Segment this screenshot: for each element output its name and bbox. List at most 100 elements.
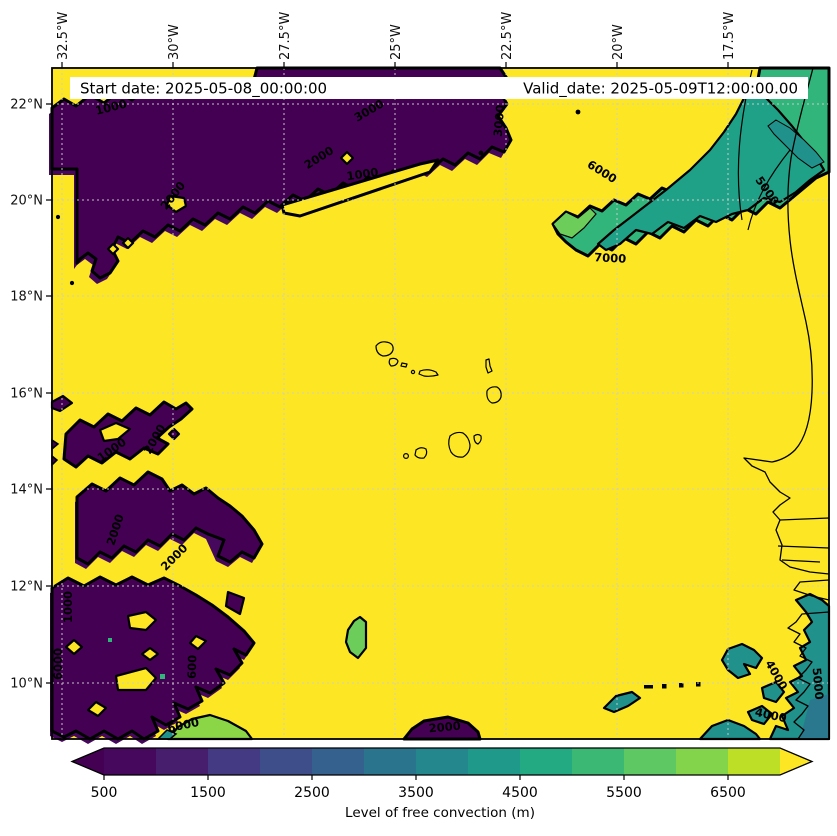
contour-label: 600 (185, 655, 200, 679)
grid-lines (52, 68, 829, 739)
contour-label: 2000 (428, 719, 461, 736)
green-band-core-dark (767, 119, 825, 169)
left-axis: 22°N 20°N 18°N 16°N 14°N 12°N 10°N (10, 98, 52, 692)
colorbar-segment (260, 748, 312, 775)
river-lines (777, 517, 830, 563)
contour-label: 4000 (754, 705, 788, 725)
island (486, 386, 502, 404)
colorbar-segment (572, 748, 624, 775)
contour-label: 1000 (346, 165, 380, 183)
purple-satellite (224, 590, 246, 616)
cape-verde-islands (375, 341, 502, 460)
start-date-text: Start date: 2025-05-08_00:00:00 (80, 80, 327, 99)
top-axis: 32.5°W 30°W 27.5°W 25°W 22.5°W 20°W 17.5… (56, 12, 737, 68)
contour-dot (662, 684, 667, 689)
colorbar-segment (208, 748, 260, 775)
contour-dot (575, 109, 581, 115)
colorbar-segment (676, 748, 728, 775)
colorbar-segment (624, 748, 676, 775)
axis-tick-marks (61, 62, 729, 68)
island (414, 447, 428, 459)
yellow-hole (165, 194, 188, 214)
lat-tick-label: 14°N (10, 483, 43, 498)
map-frame (51, 67, 830, 740)
yellow-hole (339, 150, 355, 166)
colorbar-tick-label: 6500 (710, 785, 746, 801)
teal-speck (160, 674, 165, 679)
colorbar-segment (468, 748, 520, 775)
lat-tick-label: 10°N (10, 677, 43, 692)
lon-tick-label: 20°W (611, 24, 626, 60)
island (473, 433, 482, 445)
contour-dot (55, 214, 61, 220)
lat-tick-label: 16°N (10, 387, 43, 402)
contour-label: 3000 (491, 104, 508, 137)
colorbar-tick-label: 3500 (398, 785, 434, 801)
lon-tick-label: 22.5°W (500, 12, 515, 60)
contour-dot (69, 280, 75, 286)
contour-label: 6000 (51, 648, 65, 680)
colorbar-tick-marks (103, 775, 729, 780)
colorbar-segment (728, 748, 780, 775)
contour-dot (478, 150, 484, 156)
colorbar-tick-label: 5500 (606, 785, 642, 801)
colorbar-segment (156, 748, 208, 775)
lon-tick-label: 25°W (389, 24, 404, 60)
green-band-tip-light (552, 207, 597, 239)
colorbar-under-arrow (72, 748, 104, 775)
colorbar-tick-label: 2500 (294, 785, 330, 801)
colorbar-segment (364, 748, 416, 775)
colorbar-over-arrow (780, 748, 812, 775)
contour-label: 1000 (61, 591, 75, 623)
lon-tick-label: 32.5°W (56, 12, 71, 60)
yellow-hole (188, 634, 208, 651)
purple-dot (167, 427, 181, 441)
teal-hook-southeast (720, 642, 764, 680)
green-patch-bottom-left (166, 713, 254, 741)
yellow-hole (106, 242, 120, 256)
yellow-hole (140, 646, 160, 662)
colorbar-segment (104, 748, 156, 775)
island (448, 431, 471, 458)
contour-label: 6000 (166, 715, 200, 735)
yellow-hole (98, 421, 132, 443)
coastlines (375, 67, 830, 740)
lat-tick-label: 18°N (10, 290, 43, 305)
contour-dash (644, 685, 653, 689)
contour-line-5000 (747, 149, 791, 231)
green-blob-center-south (344, 615, 368, 660)
lat-tick-label: 12°N (10, 580, 43, 595)
colorbar-segment (416, 748, 468, 775)
contour-label: 5000 (810, 667, 827, 700)
island (410, 369, 416, 375)
purple-region-west-upper (62, 400, 194, 469)
colorbar-tick-label: 500 (91, 785, 118, 801)
contour-dot (679, 683, 684, 688)
colorbar-segment (312, 748, 364, 775)
contour-dot (696, 682, 701, 687)
colorbar-segment (520, 748, 572, 775)
teal-speck (108, 638, 112, 642)
island (375, 341, 394, 357)
yellow-hole (64, 638, 84, 656)
island (388, 357, 399, 367)
lon-tick-label: 27.5°W (278, 12, 293, 60)
yellow-hole (126, 610, 158, 632)
title-bar-background (70, 77, 808, 99)
lon-tick-label: 17.5°W (722, 12, 737, 60)
green-band-northeast-mid (596, 86, 826, 252)
teal-patch-south-center (602, 690, 642, 714)
purple-region-west-lower (75, 470, 264, 566)
axis-tick-marks (46, 103, 52, 684)
colorbar-tick-label: 1500 (190, 785, 226, 801)
lat-tick-label: 22°N (10, 98, 43, 113)
island (418, 369, 439, 377)
teal-patch (746, 704, 774, 726)
island (485, 358, 493, 374)
purple-patch-bottom-center (402, 715, 482, 741)
teal-dark-corner (800, 694, 829, 739)
filled-contours (49, 66, 831, 744)
title-bar: Start date: 2025-05-08_00:00:00 Valid_da… (70, 77, 808, 99)
